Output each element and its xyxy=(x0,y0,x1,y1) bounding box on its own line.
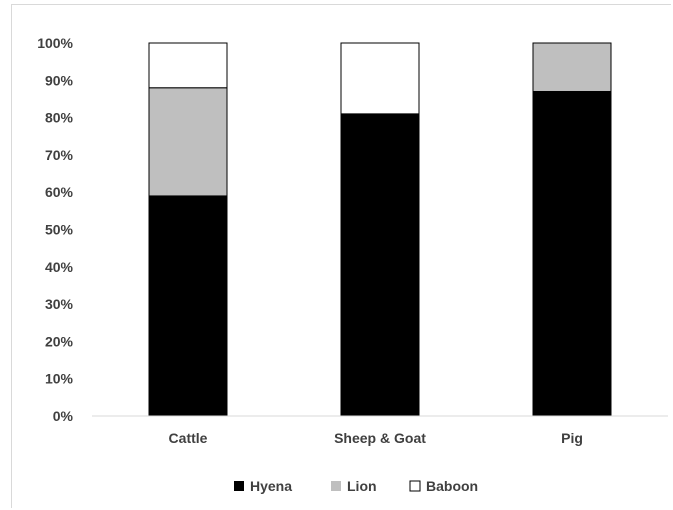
legend: Hyena Lion Baboon xyxy=(234,478,478,494)
bar-segment-baboon xyxy=(340,42,420,115)
y-axis: 0% 10% 20% 30% 40% 50% 60% 70% 80% 90% 100% xyxy=(37,35,73,424)
legend-label-hyena: Hyena xyxy=(250,478,292,494)
bar-segment-hyena xyxy=(148,195,228,417)
y-tick-label: 60% xyxy=(45,184,74,200)
legend-label-lion: Lion xyxy=(347,478,377,494)
legend-label-baboon: Baboon xyxy=(426,478,478,494)
y-tick-label: 30% xyxy=(45,296,74,312)
legend-swatch-hyena xyxy=(234,481,244,491)
legend-swatch-baboon xyxy=(409,480,421,492)
bar-segment-hyena xyxy=(532,90,612,417)
y-tick-label: 100% xyxy=(37,35,73,51)
bars xyxy=(148,42,612,417)
legend-swatch-lion xyxy=(331,481,341,491)
bar-segment-baboon xyxy=(148,42,228,89)
y-tick-label: 10% xyxy=(45,371,74,387)
x-tick-label: Pig xyxy=(561,430,583,446)
y-tick-label: 80% xyxy=(45,110,74,126)
y-tick-label: 40% xyxy=(45,259,74,275)
y-tick-label: 50% xyxy=(45,222,74,238)
bar-segment-lion xyxy=(532,42,612,92)
y-tick-label: 20% xyxy=(45,333,74,349)
chart-frame xyxy=(11,4,671,508)
bar-segment-lion xyxy=(148,87,228,197)
y-tick-label: 0% xyxy=(53,408,74,424)
bar-segment-hyena xyxy=(340,113,420,417)
x-tick-label: Sheep & Goat xyxy=(334,430,426,446)
x-axis: Cattle Sheep & Goat Pig xyxy=(169,430,583,446)
y-tick-label: 70% xyxy=(45,147,74,163)
y-tick-label: 90% xyxy=(45,72,74,88)
x-tick-label: Cattle xyxy=(169,430,208,446)
